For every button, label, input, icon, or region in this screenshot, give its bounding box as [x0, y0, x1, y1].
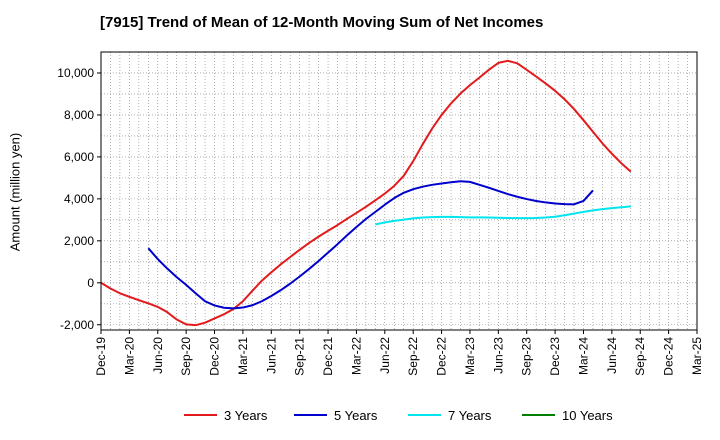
x-tick-label: Jun-24	[605, 337, 619, 374]
x-tick-label: Sep-22	[406, 337, 420, 376]
legend-label-5-years: 5 Years	[334, 408, 378, 423]
y-tick-label: 8,000	[64, 108, 94, 122]
x-tick-label: Mar-25	[690, 337, 704, 375]
chart-title: [7915] Trend of Mean of 12-Month Moving …	[100, 14, 544, 31]
series-line-3-years	[100, 59, 632, 327]
x-tick-label: Dec-21	[321, 337, 335, 376]
x-tick-label: Sep-24	[633, 337, 647, 376]
x-tick-label: Dec-22	[435, 337, 449, 376]
x-tick-label: Mar-20	[122, 337, 136, 375]
x-tick-label: Mar-21	[236, 337, 250, 375]
y-tick-label: 0	[87, 276, 94, 290]
x-tick-label: Dec-23	[548, 337, 562, 376]
x-tick-label: Jun-21	[264, 337, 278, 374]
y-tick-label: -2,000	[60, 318, 94, 332]
series-line-5-years	[147, 180, 594, 310]
x-tick-label: Dec-24	[662, 337, 676, 376]
y-tick-label: 10,000	[57, 66, 94, 80]
x-tick-label: Jun-22	[378, 337, 392, 374]
x-tick-label: Sep-20	[179, 337, 193, 376]
legend-label-7-years: 7 Years	[448, 408, 492, 423]
x-tick-label: Sep-21	[293, 337, 307, 376]
x-tick-label: Mar-22	[349, 337, 363, 375]
y-tick-label: 6,000	[64, 150, 94, 164]
legend-label-3-years: 3 Years	[224, 408, 268, 423]
series-line-7-years	[375, 205, 631, 226]
plot-series	[100, 59, 632, 327]
legend-label-10-years: 10 Years	[562, 408, 613, 423]
x-tick-label: Jun-20	[151, 337, 165, 374]
x-tick-label: Mar-23	[463, 337, 477, 375]
plot-frame	[100, 51, 698, 331]
x-tick-label: Mar-24	[576, 337, 590, 375]
y-tick-label: 2,000	[64, 234, 94, 248]
x-tick-label: Dec-19	[94, 337, 108, 376]
legend: 3 Years 5 Years 7 Years 10 Years	[184, 408, 613, 423]
x-tick-label: Dec-20	[208, 337, 222, 376]
x-tick-label: Sep-23	[520, 337, 534, 376]
y-tick-label: 4,000	[64, 192, 94, 206]
x-tick-label: Jun-23	[491, 337, 505, 374]
axis-ticks: -2,000 0 2,000 4,000 6,000 8,000 10,000 Dec-19 M…	[57, 66, 704, 376]
